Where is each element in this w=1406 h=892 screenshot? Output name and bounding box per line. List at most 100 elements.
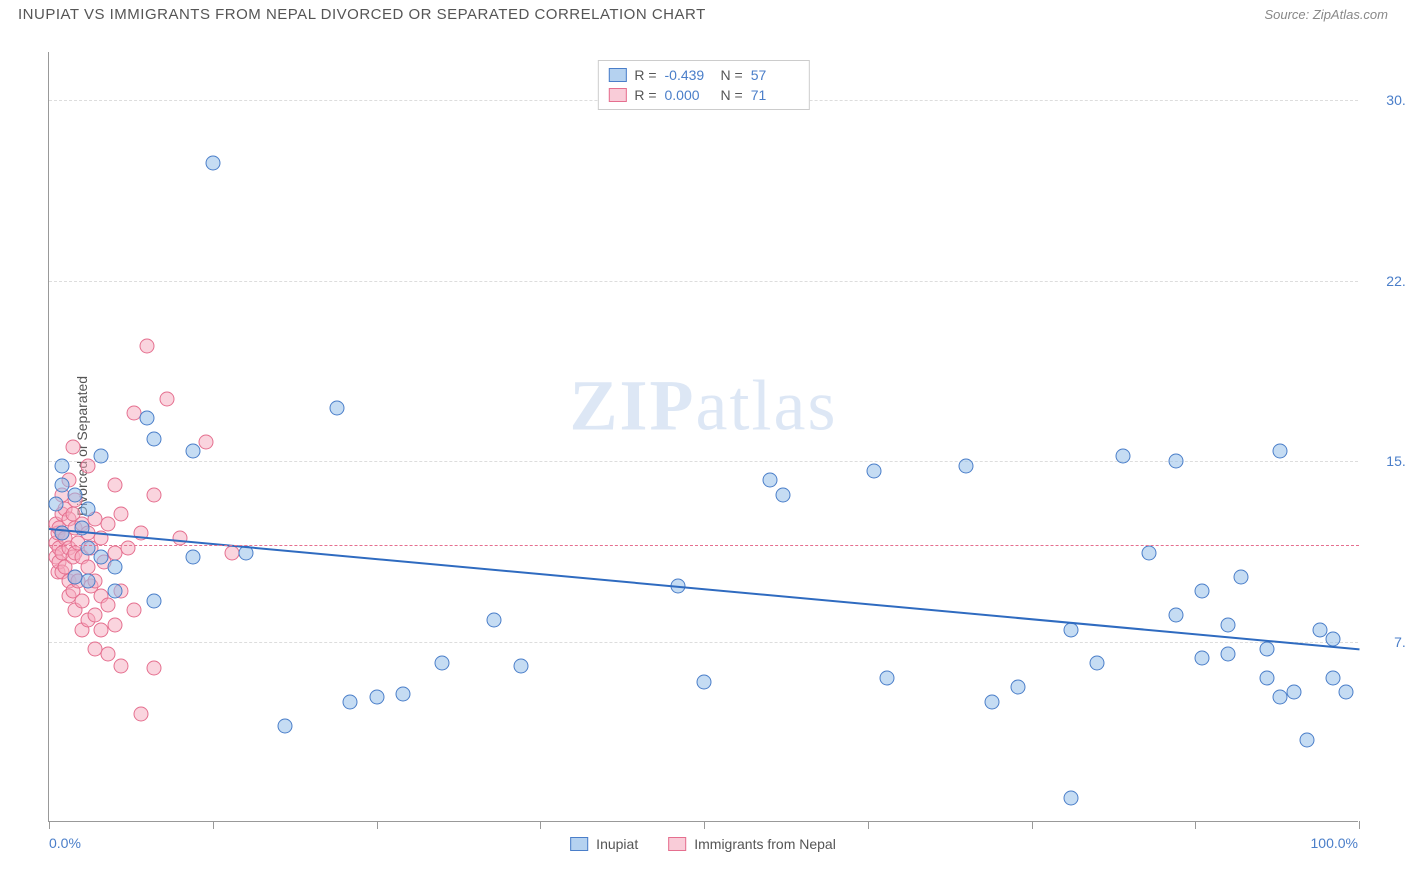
- data-point: [68, 569, 83, 584]
- n-value-2: 71: [751, 87, 799, 103]
- data-point: [1325, 670, 1340, 685]
- data-point: [114, 658, 129, 673]
- watermark: ZIPatlas: [570, 364, 838, 447]
- data-point: [880, 670, 895, 685]
- data-point: [159, 391, 174, 406]
- data-point: [100, 598, 115, 613]
- x-tick: [1359, 821, 1360, 829]
- regression-line-series1: [49, 528, 1359, 650]
- regression-line-series2: [49, 545, 1359, 546]
- legend-item-1: Inupiat: [570, 836, 638, 852]
- legend-label-2: Immigrants from Nepal: [694, 836, 836, 852]
- data-point: [697, 675, 712, 690]
- stats-legend: R = -0.439 N = 57 R = 0.000 N = 71: [597, 60, 809, 110]
- x-tick: [1032, 821, 1033, 829]
- data-point: [1142, 545, 1157, 560]
- data-point: [1116, 449, 1131, 464]
- chart-container: INUPIAT VS IMMIGRANTS FROM NEPAL DIVORCE…: [0, 0, 1406, 892]
- data-point: [107, 478, 122, 493]
- data-point: [81, 574, 96, 589]
- plot-area: ZIPatlas R = -0.439 N = 57 R = 0.000 N =…: [48, 52, 1358, 822]
- x-tick: [704, 821, 705, 829]
- swatch-series1-icon: [608, 68, 626, 82]
- data-point: [133, 706, 148, 721]
- data-point: [81, 540, 96, 555]
- data-point: [1312, 622, 1327, 637]
- data-point: [107, 584, 122, 599]
- data-point: [68, 487, 83, 502]
- data-point: [343, 694, 358, 709]
- x-tick: [213, 821, 214, 829]
- data-point: [114, 507, 129, 522]
- y-tick-label: 7.5%: [1366, 634, 1406, 650]
- source-label: Source:: [1264, 7, 1312, 22]
- data-point: [140, 410, 155, 425]
- data-point: [74, 593, 89, 608]
- series-legend: Inupiat Immigrants from Nepal: [570, 836, 836, 852]
- x-tick-label: 0.0%: [49, 835, 81, 851]
- data-point: [87, 608, 102, 623]
- data-point: [1273, 444, 1288, 459]
- data-point: [94, 550, 109, 565]
- stats-row-1: R = -0.439 N = 57: [608, 65, 798, 85]
- data-point: [435, 656, 450, 671]
- watermark-light: atlas: [696, 365, 838, 445]
- data-point: [513, 658, 528, 673]
- x-tick: [868, 821, 869, 829]
- data-point: [369, 689, 384, 704]
- data-point: [330, 401, 345, 416]
- data-point: [1011, 680, 1026, 695]
- data-point: [1325, 632, 1340, 647]
- data-point: [55, 478, 70, 493]
- source-attribution: Source: ZipAtlas.com: [1264, 7, 1388, 22]
- x-tick: [377, 821, 378, 829]
- data-point: [1168, 454, 1183, 469]
- data-point: [186, 444, 201, 459]
- legend-item-2: Immigrants from Nepal: [668, 836, 836, 852]
- r-label-1: R =: [634, 67, 656, 83]
- gridline-h: [49, 642, 1358, 643]
- y-tick-label: 15.0%: [1366, 453, 1406, 469]
- legend-label-1: Inupiat: [596, 836, 638, 852]
- data-point: [55, 458, 70, 473]
- data-point: [173, 531, 188, 546]
- n-label-1: N =: [721, 67, 743, 83]
- data-point: [1221, 617, 1236, 632]
- data-point: [1260, 670, 1275, 685]
- data-point: [1260, 641, 1275, 656]
- data-point: [395, 687, 410, 702]
- data-point: [1338, 685, 1353, 700]
- data-point: [146, 487, 161, 502]
- data-point: [1194, 651, 1209, 666]
- data-point: [107, 617, 122, 632]
- data-point: [487, 612, 502, 627]
- watermark-bold: ZIP: [570, 365, 696, 445]
- data-point: [775, 487, 790, 502]
- x-tick: [49, 821, 50, 829]
- data-point: [277, 718, 292, 733]
- x-tick: [540, 821, 541, 829]
- data-point: [867, 463, 882, 478]
- source-value: ZipAtlas.com: [1313, 7, 1388, 22]
- data-point: [1063, 790, 1078, 805]
- data-point: [100, 516, 115, 531]
- data-point: [120, 540, 135, 555]
- data-point: [94, 449, 109, 464]
- legend-swatch-2-icon: [668, 837, 686, 851]
- data-point: [762, 473, 777, 488]
- data-point: [146, 593, 161, 608]
- y-tick-label: 30.0%: [1366, 92, 1406, 108]
- data-point: [199, 434, 214, 449]
- title-bar: INUPIAT VS IMMIGRANTS FROM NEPAL DIVORCE…: [0, 0, 1406, 25]
- gridline-h: [49, 461, 1358, 462]
- x-tick-label: 100.0%: [1311, 835, 1358, 851]
- data-point: [1194, 584, 1209, 599]
- data-point: [107, 559, 122, 574]
- data-point: [146, 432, 161, 447]
- data-point: [1168, 608, 1183, 623]
- data-point: [1234, 569, 1249, 584]
- gridline-h: [49, 281, 1358, 282]
- data-point: [186, 550, 201, 565]
- data-point: [81, 458, 96, 473]
- chart-title: INUPIAT VS IMMIGRANTS FROM NEPAL DIVORCE…: [18, 6, 706, 23]
